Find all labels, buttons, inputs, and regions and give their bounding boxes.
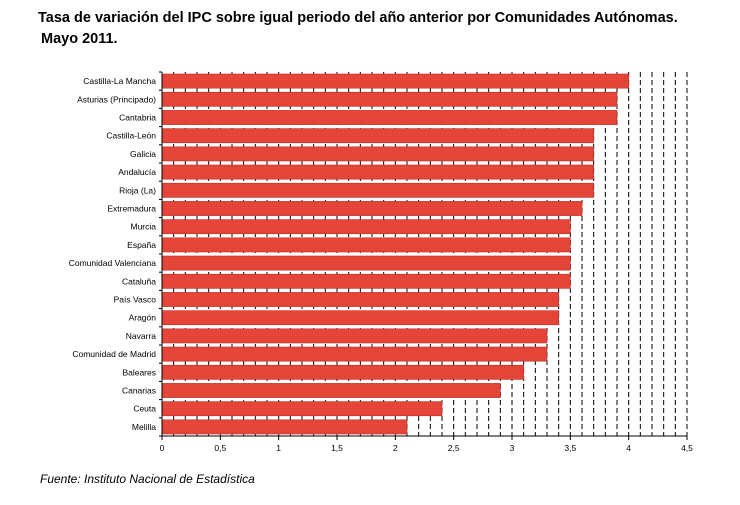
bar	[161, 346, 548, 362]
bar	[161, 383, 501, 398]
bar	[161, 146, 594, 162]
category-label: Baleares	[122, 367, 156, 377]
category-label: Andalucía	[118, 167, 156, 177]
category-label: Comunidad de Madrid	[72, 349, 156, 359]
bar	[161, 164, 594, 180]
category-label: Extremadura	[107, 204, 156, 214]
x-tick-label: 4	[626, 443, 631, 453]
bar	[161, 110, 618, 125]
source-note: Fuente: Instituto Nacional de Estadístic…	[40, 472, 255, 486]
bar	[161, 91, 618, 107]
bar	[161, 364, 524, 380]
bar	[161, 328, 548, 344]
category-label: Cataluña	[122, 276, 156, 286]
bar	[161, 419, 408, 435]
x-tick-label: 1,5	[331, 443, 343, 453]
title-line-1: Tasa de variación del IPC sobre igual pe…	[38, 10, 678, 26]
bar	[161, 401, 443, 417]
category-label: Castilla-La Mancha	[83, 76, 156, 86]
bar	[161, 182, 594, 198]
category-label: Ceuta	[133, 404, 156, 414]
category-label: País Vasco	[114, 295, 157, 305]
category-label: Canarias	[122, 386, 156, 396]
bar	[161, 128, 594, 144]
title-line-2: Mayo 2011.	[41, 31, 118, 47]
bar	[161, 292, 559, 307]
category-label: Navarra	[126, 331, 157, 341]
category-label: Aragón	[129, 313, 157, 323]
category-label: Cantabria	[119, 113, 156, 123]
category-label: España	[127, 240, 156, 250]
bar	[161, 255, 571, 271]
category-label: Castilla-León	[106, 131, 156, 141]
category-label: Comunidad Valenciana	[69, 258, 157, 268]
x-tick-label: 3	[510, 443, 515, 453]
category-label: Rioja (La)	[119, 185, 156, 195]
category-label: Murcia	[130, 222, 156, 232]
x-tick-label: 1	[276, 443, 281, 453]
x-tick-label: 0	[160, 443, 165, 453]
x-tick-label: 2,5	[448, 443, 460, 453]
bar	[161, 310, 559, 326]
x-tick-label: 2	[393, 443, 398, 453]
bar	[161, 219, 571, 235]
x-tick-label: 3,5	[564, 443, 576, 453]
bar	[161, 201, 583, 216]
bar	[161, 237, 571, 253]
bar	[161, 273, 571, 289]
bar	[161, 73, 629, 89]
x-tick-label: 4,5	[681, 443, 693, 453]
category-label: Melilla	[132, 422, 156, 432]
x-tick-label: 0,5	[214, 443, 226, 453]
category-label: Galicia	[130, 149, 156, 159]
category-label: Asturias (Principado)	[77, 94, 156, 104]
chart-title: Tasa de variación del IPC sobre igual pe…	[38, 8, 728, 50]
